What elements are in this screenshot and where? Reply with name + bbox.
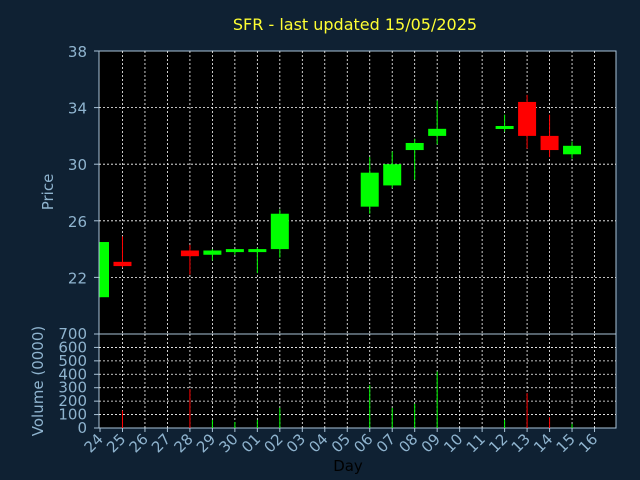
volume-tick-label: 100 bbox=[58, 406, 87, 424]
candle-body bbox=[360, 172, 379, 207]
day-tick-label: 16 bbox=[575, 430, 601, 456]
candle-body bbox=[113, 261, 132, 267]
chart-title: SFR - last updated 15/05/2025 bbox=[233, 15, 477, 34]
price-tick-label: 38 bbox=[68, 43, 87, 61]
price-axis: 22 26 30 34 38 bbox=[68, 43, 99, 287]
candle-body bbox=[495, 125, 514, 129]
candle-body bbox=[180, 250, 199, 257]
candle-body bbox=[428, 128, 447, 136]
volume-tick-label: 0 bbox=[77, 419, 87, 437]
candle-body bbox=[405, 142, 424, 151]
candle-body bbox=[540, 135, 559, 151]
candles bbox=[99, 94, 582, 298]
price-tick-label: 22 bbox=[68, 269, 87, 287]
grid-lines bbox=[99, 51, 616, 428]
candle-body bbox=[383, 164, 402, 186]
candle-body bbox=[100, 242, 109, 298]
day-axis: 2425262728293001020304050607080910111213… bbox=[81, 428, 601, 456]
candle-body bbox=[248, 249, 267, 253]
candle-body bbox=[225, 249, 244, 253]
price-tick-label: 26 bbox=[68, 213, 87, 231]
candle-body bbox=[203, 250, 222, 255]
candle-body bbox=[518, 101, 537, 136]
volume-plot-area bbox=[98, 333, 617, 429]
candle-body bbox=[270, 213, 289, 250]
price-axis-label: Price bbox=[39, 174, 57, 211]
volume-tick-label: 600 bbox=[58, 338, 87, 356]
volume-tick-label: 500 bbox=[58, 352, 87, 370]
price-plot-area bbox=[98, 50, 617, 335]
volume-tick-label: 400 bbox=[58, 365, 87, 383]
candle-body bbox=[563, 145, 582, 155]
volume-tick-label: 300 bbox=[58, 379, 87, 397]
volume-tick-label: 700 bbox=[58, 325, 87, 343]
volume-bars bbox=[121, 371, 573, 428]
volume-tick-label: 200 bbox=[58, 392, 87, 410]
price-tick-label: 30 bbox=[68, 156, 87, 174]
volume-axis-label: Volume (0000) bbox=[29, 326, 47, 436]
price-tick-label: 34 bbox=[68, 100, 87, 118]
x-axis-label: Day bbox=[333, 457, 363, 475]
